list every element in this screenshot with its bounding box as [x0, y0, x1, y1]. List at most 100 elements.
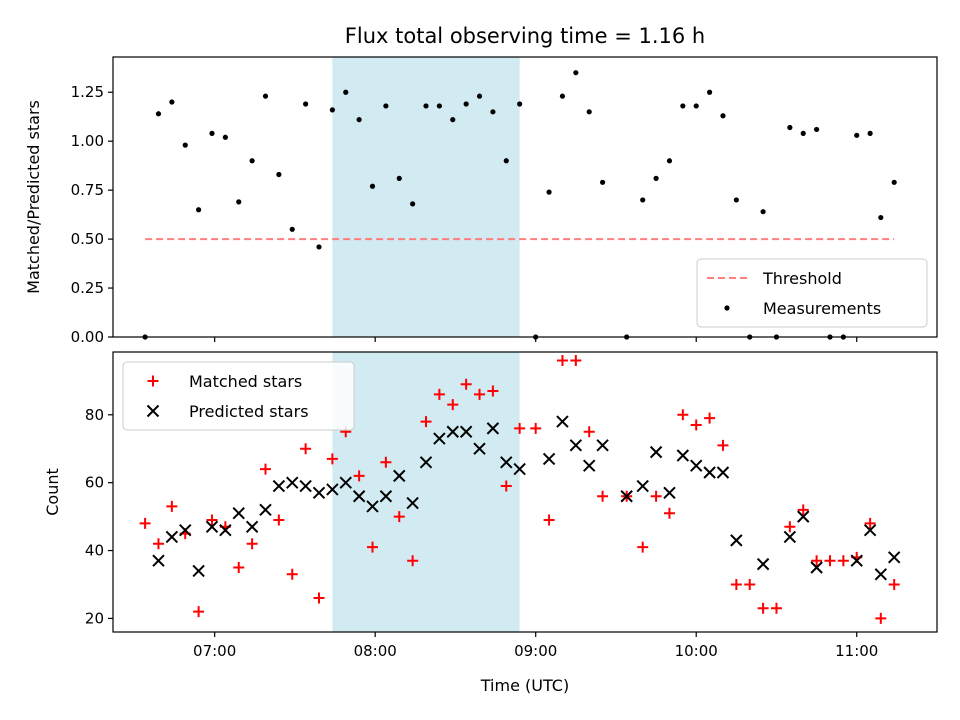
data-point — [720, 113, 726, 119]
data-point — [573, 70, 579, 76]
data-point — [343, 89, 349, 95]
data-point — [486, 422, 500, 435]
data-point — [867, 130, 873, 136]
y-tick-label: 0.50 — [71, 230, 104, 248]
data-point — [236, 199, 242, 205]
data-point — [891, 179, 897, 185]
data-point — [205, 520, 219, 533]
data-point — [196, 207, 202, 213]
data-point — [666, 158, 673, 164]
legend-box — [122, 361, 355, 431]
legend-label: Threshold — [762, 269, 842, 288]
data-point — [784, 521, 796, 533]
data-point — [446, 425, 459, 438]
chart-title: Flux total observing time = 1.16 h — [345, 24, 705, 48]
data-point — [289, 226, 295, 232]
data-point — [640, 197, 646, 203]
data-point — [463, 101, 469, 107]
data-point — [797, 510, 810, 523]
legend-swatch — [147, 375, 159, 387]
data-point — [272, 479, 286, 493]
data-point — [356, 117, 362, 123]
data-point — [219, 523, 232, 537]
data-point — [396, 175, 402, 181]
x-tick-label: 07:00 — [193, 642, 236, 660]
data-point — [887, 551, 901, 564]
data-point — [597, 490, 609, 502]
data-point — [303, 101, 309, 107]
data-point — [209, 130, 215, 136]
data-point — [620, 490, 633, 503]
legend-swatch — [146, 404, 160, 418]
data-point — [487, 385, 499, 397]
data-point — [757, 602, 769, 614]
data-point — [246, 538, 258, 550]
data-point — [369, 183, 376, 189]
data-point — [152, 538, 164, 550]
legend-label: Measurements — [763, 299, 881, 318]
data-point — [206, 514, 218, 526]
data-point — [663, 486, 676, 500]
data-point — [570, 354, 582, 366]
data-point — [770, 602, 782, 614]
data-point — [874, 568, 888, 581]
data-point — [717, 439, 729, 451]
data-point — [473, 442, 486, 455]
data-point — [312, 486, 326, 500]
data-point — [329, 107, 335, 113]
data-point — [690, 459, 703, 472]
data-point — [490, 109, 496, 115]
data-point — [690, 419, 702, 431]
data-point — [824, 555, 836, 567]
data-point — [596, 439, 609, 452]
data-point — [583, 459, 596, 472]
data-point — [811, 555, 823, 567]
data-point — [313, 592, 325, 604]
data-point — [474, 388, 486, 400]
data-point — [663, 507, 675, 519]
data-point — [407, 555, 419, 567]
data-point — [339, 476, 352, 489]
x-axis-label: Time (UTC) — [480, 676, 569, 695]
data-point — [569, 439, 583, 452]
y-tick-label: 1.00 — [71, 132, 104, 150]
y-tick-label: 0.75 — [71, 181, 104, 199]
data-point — [756, 557, 770, 571]
data-point — [420, 416, 432, 428]
data-point — [556, 354, 568, 366]
data-point — [677, 409, 689, 421]
top-y-axis-label: Matched/Predicted stars — [24, 100, 43, 294]
axes-frame — [112, 56, 938, 338]
legend-swatch — [724, 305, 730, 311]
data-point — [276, 171, 282, 178]
data-point — [797, 504, 809, 516]
data-point — [193, 606, 205, 618]
data-point — [259, 463, 271, 475]
data-point — [810, 561, 823, 574]
data-point — [500, 456, 513, 469]
data-point — [517, 101, 523, 107]
x-tick-label: 08:00 — [354, 642, 397, 660]
data-point — [693, 103, 699, 109]
data-point — [233, 562, 245, 574]
data-point — [249, 158, 255, 164]
data-point — [460, 378, 472, 390]
legend: Threshold Measurements — [696, 258, 928, 328]
data-point — [500, 480, 512, 492]
data-point — [586, 109, 592, 115]
data-point — [316, 244, 322, 250]
data-point — [730, 534, 743, 547]
data-point — [222, 134, 228, 140]
data-point — [353, 470, 365, 482]
data-point — [326, 453, 338, 465]
data-point — [706, 89, 713, 95]
data-point — [406, 496, 419, 510]
data-point — [379, 490, 393, 503]
y-tick-label: 40 — [85, 542, 104, 560]
y-tick-label: 20 — [85, 609, 104, 627]
bottom-panel: 20 40 60 80 07:00 08:00 09:00 10:00 11:00 Matched… — [85, 351, 938, 660]
data-point — [433, 432, 446, 445]
data-point — [326, 483, 339, 496]
data-point — [704, 412, 716, 424]
